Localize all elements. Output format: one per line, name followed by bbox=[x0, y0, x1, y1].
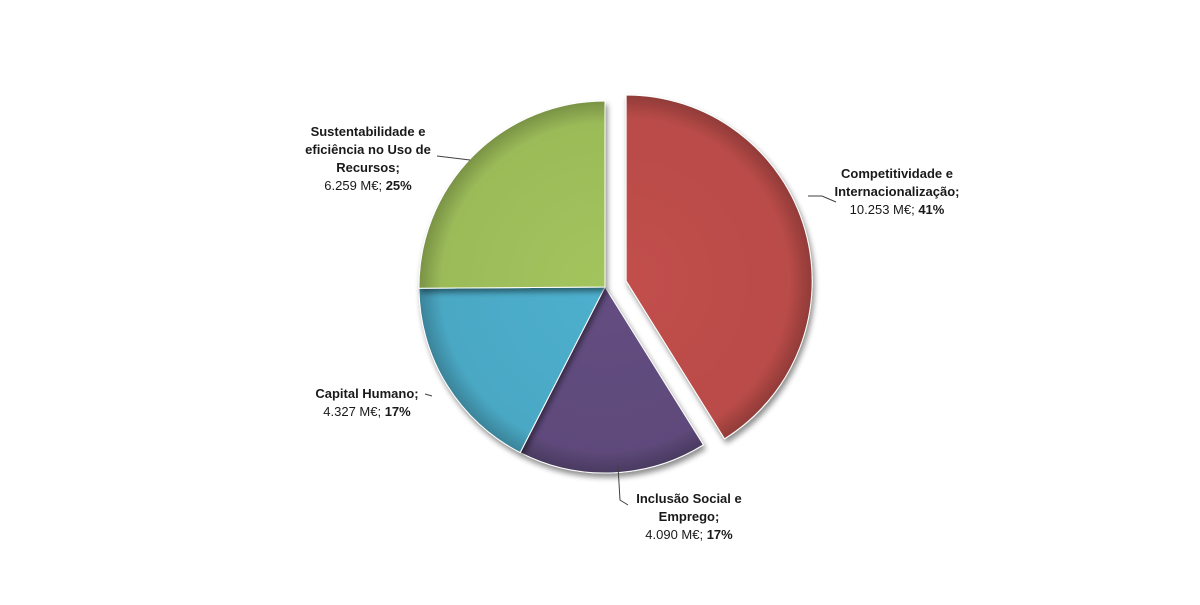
data-label-value: 4.327 M€; bbox=[323, 404, 384, 419]
pie-slices bbox=[418, 94, 813, 474]
data-label-name-line: Capital Humano; bbox=[315, 386, 418, 401]
slice-labels: Competitividade e Internacionalização; 10.… bbox=[305, 124, 959, 542]
data-label-value: 6.259 M€; bbox=[324, 178, 385, 193]
data-label-name-line: eficiência no Uso de bbox=[305, 142, 431, 157]
leader-line-inclusao-social-e-emprego bbox=[617, 465, 629, 506]
data-label-competitividade-e-internacionalizacao: Competitividade e Internacionalização; 10.… bbox=[835, 166, 960, 217]
leader-lines bbox=[424, 155, 837, 506]
data-label-name-line: Inclusão Social e bbox=[636, 491, 742, 506]
data-label-percent: 17% bbox=[707, 527, 733, 542]
data-label-value: 4.090 M€; bbox=[645, 527, 706, 542]
data-label-name-line: Competitividade e bbox=[841, 166, 953, 181]
data-label-name-line: Emprego; bbox=[659, 509, 720, 524]
data-label-name-line: Internacionalização; bbox=[835, 184, 960, 199]
data-label-name-line: Sustentabilidade e bbox=[311, 124, 426, 139]
data-label-percent: 25% bbox=[386, 178, 412, 193]
leader-line-competitividade-e-internacionalizacao bbox=[808, 195, 837, 203]
data-label-percent: 41% bbox=[918, 202, 944, 217]
pie-slice-sustentabilidade-e-eficiencia-no-uso-de-recursos bbox=[418, 100, 606, 289]
data-label-name-line: Recursos; bbox=[336, 160, 400, 175]
pie-slice-inclusao-social-e-emprego bbox=[519, 285, 705, 474]
leader-line-sustentabilidade-e-eficiencia-no-uso-de-recursos bbox=[436, 155, 471, 161]
pie-slice-competitividade-e-internacionalizacao bbox=[625, 94, 813, 440]
data-label-value: 10.253 M€; bbox=[850, 202, 919, 217]
data-label-percent: 17% bbox=[385, 404, 411, 419]
leader-line-capital-humano bbox=[424, 393, 433, 397]
data-label-capital-humano: Capital Humano; 4.327 M€; 17% bbox=[315, 386, 418, 419]
data-label-inclusao-social-e-emprego: Inclusão Social e Emprego; 4.090 M€; 17% bbox=[636, 491, 742, 542]
pie-slice-capital-humano bbox=[418, 286, 606, 454]
data-label-sustentabilidade-e-eficiencia-no-uso-de-recursos: Sustentabilidade e eficiência no Uso de Re… bbox=[305, 124, 431, 193]
